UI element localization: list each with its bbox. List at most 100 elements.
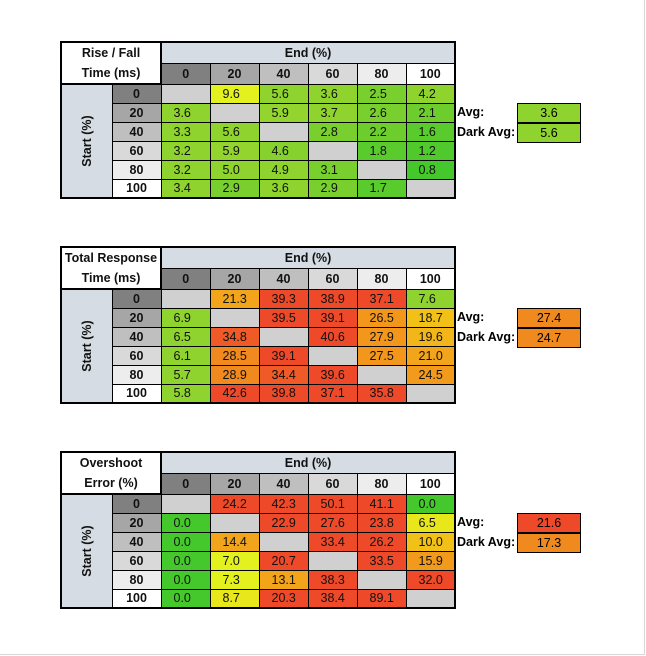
start-axis-text: Start (%)	[79, 320, 94, 372]
diagonal-cell	[160, 493, 211, 514]
value-cell: 5.0	[209, 159, 260, 180]
value-cell: 2.9	[209, 178, 260, 199]
row-header: 80	[111, 569, 162, 590]
diagonal-cell	[209, 102, 260, 123]
row-header: 100	[111, 383, 162, 404]
col-header: 80	[356, 62, 407, 85]
value-cell: 39.8	[258, 383, 309, 404]
value-cell: 26.5	[356, 307, 407, 328]
col-header: 100	[405, 267, 456, 290]
value-cell: 21.3	[209, 288, 260, 309]
value-cell: 4.9	[258, 159, 309, 180]
value-cell: 37.1	[356, 288, 407, 309]
value-cell: 27.5	[356, 345, 407, 366]
value-cell: 42.6	[209, 383, 260, 404]
value-cell: 19.6	[405, 326, 456, 347]
table-title: Rise / Fall Time (ms)	[60, 41, 162, 85]
value-cell: 6.5	[160, 326, 211, 347]
data-table: Total Response Time (ms) End (%) 0 20 40 60 80 1…	[60, 246, 456, 404]
value-cell: 39.1	[258, 345, 309, 366]
table-block-1: Rise / Fall Time (ms) End (%) 0 20 40 60 80 100 S…	[60, 41, 456, 199]
data-table: Overshoot Error (%) End (%) 0 20 40 60 80 100 Sta…	[60, 451, 456, 609]
row-header: 60	[111, 550, 162, 571]
value-cell: 2.5	[356, 83, 407, 104]
diagonal-cell	[209, 512, 260, 533]
diagonal-cell	[405, 383, 456, 404]
value-cell: 20.3	[258, 588, 309, 609]
col-header: 80	[356, 267, 407, 290]
value-cell: 39.3	[258, 288, 309, 309]
col-header: 60	[307, 62, 358, 85]
row-header: 20	[111, 512, 162, 533]
value-cell: 7.6	[405, 288, 456, 309]
end-axis-label: End (%)	[160, 41, 456, 64]
value-cell: 4.6	[258, 140, 309, 161]
row-header: 20	[111, 102, 162, 123]
value-cell: 0.0	[160, 531, 211, 552]
value-cell: 41.1	[356, 493, 407, 514]
row-header: 0	[111, 288, 162, 309]
value-cell: 28.9	[209, 364, 260, 385]
row-header: 80	[111, 159, 162, 180]
value-cell: 5.8	[160, 383, 211, 404]
diagonal-cell	[405, 588, 456, 609]
value-cell: 10.0	[405, 531, 456, 552]
row-header: 40	[111, 531, 162, 552]
diagonal-cell	[258, 121, 309, 142]
value-cell: 23.8	[356, 512, 407, 533]
value-cell: 2.8	[307, 121, 358, 142]
table-title-line2: Error (%)	[84, 476, 138, 490]
value-cell: 38.3	[307, 569, 358, 590]
value-cell: 18.7	[405, 307, 456, 328]
value-cell: 28.5	[209, 345, 260, 366]
value-cell: 5.9	[258, 102, 309, 123]
start-axis-text: Start (%)	[79, 525, 94, 577]
value-cell: 3.6	[160, 102, 211, 123]
col-header: 20	[209, 62, 260, 85]
avg-label: Avg:	[457, 515, 485, 529]
avg-label: Avg:	[457, 310, 485, 324]
value-cell: 2.1	[405, 102, 456, 123]
value-cell: 3.3	[160, 121, 211, 142]
table-title-line2: Time (ms)	[81, 66, 141, 80]
start-axis-label: Start (%)	[60, 493, 113, 609]
row-header: 0	[111, 493, 162, 514]
col-header: 0	[160, 472, 211, 495]
value-cell: 1.2	[405, 140, 456, 161]
value-cell: 6.5	[405, 512, 456, 533]
col-header: 80	[356, 472, 407, 495]
value-cell: 5.6	[209, 121, 260, 142]
diagonal-cell	[258, 326, 309, 347]
value-cell: 38.9	[307, 288, 358, 309]
row-header: 40	[111, 326, 162, 347]
row-header: 100	[111, 588, 162, 609]
value-cell: 34.8	[209, 326, 260, 347]
value-cell: 13.1	[258, 569, 309, 590]
avg-value: 3.6	[517, 103, 581, 123]
value-cell: 0.0	[160, 512, 211, 533]
value-cell: 6.1	[160, 345, 211, 366]
diagonal-cell	[356, 364, 407, 385]
table-title: Overshoot Error (%)	[60, 451, 162, 495]
dark-avg-value: 17.3	[517, 533, 581, 553]
col-header: 60	[307, 472, 358, 495]
table-title: Total Response Time (ms)	[60, 246, 162, 290]
avg-label: Avg:	[457, 105, 485, 119]
value-cell: 5.6	[258, 83, 309, 104]
value-cell: 27.9	[356, 326, 407, 347]
dark-avg-label: Dark Avg:	[457, 535, 516, 549]
value-cell: 3.1	[307, 159, 358, 180]
start-axis-label: Start (%)	[60, 288, 113, 404]
dark-avg-value: 24.7	[517, 328, 581, 348]
dark-avg-label: Dark Avg:	[457, 125, 516, 139]
diagonal-cell	[160, 83, 211, 104]
value-cell: 8.7	[209, 588, 260, 609]
table-title-line1: Overshoot	[79, 456, 143, 470]
col-header: 40	[258, 472, 309, 495]
row-header: 60	[111, 140, 162, 161]
diagonal-cell	[307, 550, 358, 571]
value-cell: 24.2	[209, 493, 260, 514]
row-header: 40	[111, 121, 162, 142]
diagonal-cell	[209, 307, 260, 328]
col-header: 40	[258, 62, 309, 85]
